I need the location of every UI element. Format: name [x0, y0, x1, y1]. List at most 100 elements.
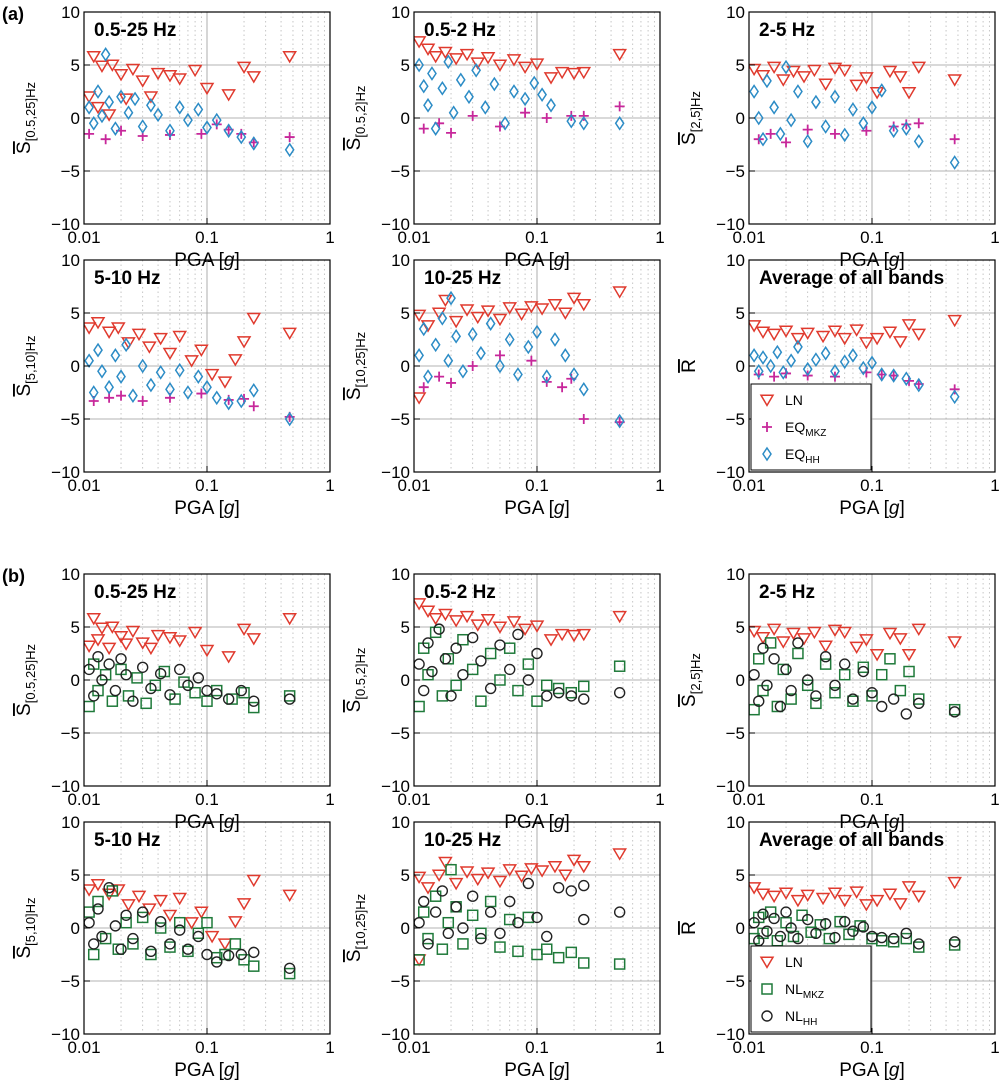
point-EQHH: [284, 411, 295, 427]
point-NLMKZ: [894, 684, 907, 697]
point-NLHH: [494, 927, 506, 939]
x-tick-label: 0.01: [67, 1038, 100, 1057]
y-tick-label: 10: [391, 813, 410, 832]
point-NLHH: [780, 663, 792, 676]
point-NLHH: [88, 690, 100, 702]
x-tick-label: 0.1: [195, 1038, 219, 1057]
point-NLMKZ: [903, 665, 915, 678]
point-LN: [492, 875, 508, 889]
point-LN: [143, 642, 159, 656]
point-NLMKZ: [140, 697, 152, 710]
point-LN: [153, 894, 168, 908]
point-EQMKZ: [557, 382, 568, 393]
point-LN: [459, 304, 475, 317]
point-LN: [815, 892, 831, 906]
y-axis-label: S[5,10]Hz: [14, 897, 38, 958]
point-EQMKZ: [614, 101, 625, 112]
point-LN: [502, 302, 518, 315]
point-NLHH: [222, 693, 235, 705]
point-NLHH: [88, 938, 100, 950]
legend-label: LN: [785, 954, 803, 970]
point-EQHH: [97, 108, 107, 124]
y-tick-label: 0: [401, 671, 410, 690]
point-NLHH: [810, 690, 822, 702]
point-LN: [414, 36, 427, 49]
point-NLMKZ: [552, 951, 565, 964]
y-tick-label: −10: [51, 463, 80, 482]
point-NLHH: [120, 909, 132, 921]
point-EQMKZ: [446, 127, 457, 138]
point-EQHH: [949, 155, 960, 170]
point-EQHH: [437, 310, 448, 326]
point-EQHH: [137, 119, 148, 134]
point-NLMKZ: [457, 633, 469, 646]
point-LN: [90, 634, 106, 647]
point-NLHH: [201, 948, 213, 961]
point-EQHH: [443, 54, 454, 70]
y-axis-label: S[0.5,2]Hz: [344, 648, 368, 713]
point-NLHH: [182, 943, 194, 955]
point-NLMKZ: [578, 680, 590, 693]
point-LN: [131, 328, 147, 342]
point-NLHH: [92, 650, 104, 663]
point-EQHH: [123, 105, 134, 121]
point-LN: [101, 888, 117, 901]
point-LN: [105, 59, 120, 72]
y-tick-label: 5: [401, 56, 410, 75]
point-NLHH: [810, 927, 822, 939]
point-NLHH: [442, 927, 454, 939]
point-NLMKZ: [565, 946, 578, 959]
point-LN: [86, 612, 102, 626]
point-NLHH: [948, 706, 961, 718]
point-LN: [566, 629, 582, 643]
point-NLMKZ: [540, 943, 553, 955]
point-NLHH: [418, 684, 430, 697]
point-NLHH: [839, 658, 851, 670]
point-LN: [480, 305, 496, 318]
y-tick-label: 5: [71, 618, 80, 637]
point-NLMKZ: [414, 700, 425, 713]
point-EQMKZ: [196, 388, 207, 399]
point-EQHH: [765, 358, 776, 374]
point-NLHH: [484, 682, 497, 695]
point-EQHH: [913, 377, 924, 393]
point-NLMKZ: [484, 647, 497, 660]
point-EQMKZ: [418, 382, 429, 393]
point-EQHH: [550, 332, 560, 347]
point-NLHH: [819, 650, 832, 663]
points-group: [84, 312, 297, 427]
point-LN: [558, 869, 573, 882]
y-tick-label: −5: [391, 410, 410, 429]
point-EQHH: [414, 57, 424, 73]
point-NLMKZ: [120, 916, 132, 929]
point-EQMKZ: [802, 124, 813, 135]
x-axis-label: PGA [g]: [174, 1060, 240, 1081]
x-tick-label: 0.01: [397, 1038, 430, 1057]
point-EQMKZ: [248, 401, 259, 412]
point-EQHH: [569, 367, 579, 382]
point-LN: [893, 71, 908, 84]
point-LN: [749, 625, 762, 639]
point-NLMKZ: [475, 927, 487, 940]
x-tick-label: 0.1: [525, 1038, 549, 1057]
point-LN: [492, 621, 508, 634]
point-NLHH: [829, 679, 841, 691]
point-LN: [236, 898, 252, 911]
point-LN: [84, 91, 97, 104]
point-LN: [882, 326, 898, 339]
y-tick-label: −10: [381, 777, 410, 796]
point-LN: [246, 874, 262, 888]
point-NLMKZ: [87, 948, 100, 961]
point-EQHH: [84, 353, 94, 369]
point-LN: [172, 73, 188, 86]
point-EQHH: [93, 84, 103, 99]
point-LN: [755, 326, 771, 339]
point-EQHH: [455, 72, 466, 88]
point-NLHH: [512, 917, 524, 929]
y-tick-label: −10: [716, 463, 745, 482]
point-NLHH: [512, 628, 524, 641]
point-NLHH: [164, 689, 176, 701]
point-LN: [84, 640, 97, 653]
